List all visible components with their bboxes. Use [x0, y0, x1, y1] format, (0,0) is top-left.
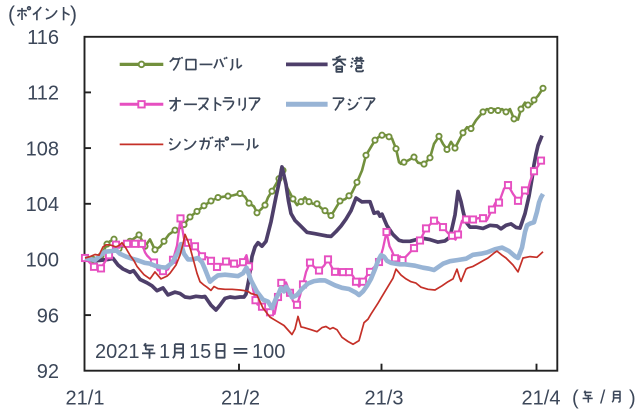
svg-text:100: 100	[252, 341, 285, 363]
svg-text:116: 116	[27, 27, 59, 49]
svg-text:21/1: 21/1	[66, 388, 105, 410]
svg-text:21/3: 21/3	[365, 388, 404, 410]
svg-text:2021: 2021	[95, 341, 140, 363]
svg-text:112: 112	[27, 83, 59, 105]
svg-text:100: 100	[26, 250, 59, 272]
svg-text:96: 96	[37, 305, 59, 327]
svg-text:21/4: 21/4	[522, 388, 561, 410]
svg-text:): )	[629, 388, 636, 410]
svg-text:1: 1	[159, 341, 170, 363]
svg-text:92: 92	[37, 361, 59, 383]
svg-text:(: (	[8, 3, 15, 26]
svg-text:15: 15	[189, 341, 211, 363]
svg-text:(: (	[572, 388, 579, 410]
svg-text:108: 108	[26, 138, 59, 160]
svg-text:): )	[70, 3, 77, 26]
svg-text:104: 104	[26, 194, 59, 216]
svg-text:21/2: 21/2	[221, 388, 260, 410]
svg-text:/: /	[600, 388, 606, 409]
